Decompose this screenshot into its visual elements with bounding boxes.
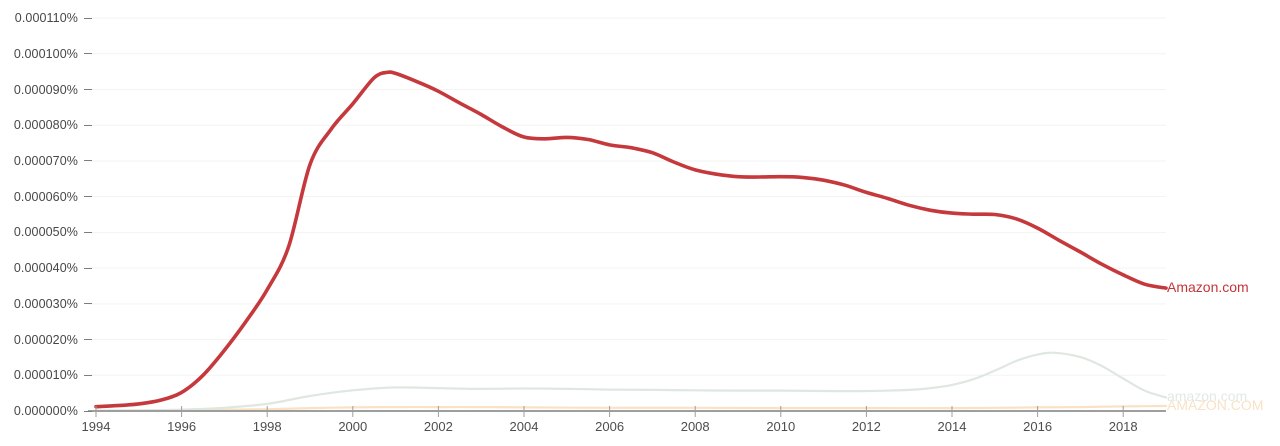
y-axis-label: 0.000020%: [0, 332, 92, 348]
x-axis-label: 2004: [509, 419, 539, 434]
x-axis-label: 2012: [851, 419, 881, 434]
y-axis-tick-dash: [84, 17, 92, 19]
y-axis-label-text: 0.000030%: [13, 296, 78, 311]
y-axis-tick-dash: [84, 160, 92, 162]
y-axis-tick-dash: [84, 53, 92, 55]
y-axis-label: 0.000060%: [0, 189, 92, 205]
series-label-amazon-capitalized[interactable]: Amazon.com: [1167, 279, 1249, 296]
y-axis-label: 0.000030%: [0, 296, 92, 312]
x-axis-label: 2002: [423, 419, 453, 434]
y-axis-label-text: 0.000110%: [14, 11, 78, 26]
y-axis-label-text: 0.000000%: [13, 404, 78, 418]
y-axis-label: 0.000040%: [0, 260, 92, 276]
y-axis-label: 0.000070%: [0, 153, 92, 169]
series-line-amazon-com[interactable]: [94, 404, 1168, 412]
y-axis-tick-dash: [84, 196, 92, 198]
y-axis-tick-dash: [84, 124, 92, 126]
y-axis-label-text: 0.000080%: [13, 118, 78, 133]
series-line-amazon-com[interactable]: [94, 70, 1168, 409]
y-axis-tick-dash: [84, 89, 92, 91]
y-axis-tick-dash: [84, 303, 92, 305]
x-axis-label: 2014: [937, 419, 967, 434]
y-axis-label: 0.000080%: [0, 117, 92, 133]
y-axis-label: 0.000000%: [0, 403, 92, 419]
x-axis-label: 2018: [1108, 419, 1138, 434]
y-axis-label-text: 0.000050%: [13, 225, 78, 240]
x-axis-label: 1994: [81, 419, 111, 434]
x-axis-label: 2008: [680, 419, 710, 434]
x-axis-label: 1996: [167, 419, 197, 434]
y-axis-label-text: 0.000040%: [13, 261, 78, 276]
series-label-amazon-uppercase[interactable]: AMAZON.COM: [1167, 396, 1264, 413]
x-axis-label: 2000: [338, 419, 368, 434]
y-axis-label-text: 0.000060%: [13, 189, 78, 204]
y-axis-tick-dash: [84, 339, 92, 341]
y-axis-tick-dash: [84, 410, 92, 412]
series-line-amazon-com[interactable]: [94, 351, 1168, 412]
y-axis-tick-dash: [84, 374, 92, 376]
y-axis-label: 0.000100%: [0, 46, 92, 62]
x-axis-label: 2010: [766, 419, 796, 434]
y-axis-label-text: 0.000100%: [13, 46, 78, 61]
y-axis-label: 0.000010%: [0, 367, 92, 383]
y-axis-label-text: 0.000090%: [13, 82, 78, 97]
x-axis-label: 1998: [252, 419, 282, 434]
y-axis-label: 0.000110%: [0, 10, 92, 26]
series-label-amazon-lowercase[interactable]: amazon.com: [1167, 388, 1248, 405]
y-axis-tick-dash: [84, 267, 92, 269]
y-axis-label-text: 0.000070%: [13, 153, 78, 168]
x-axis-label: 2016: [1023, 419, 1053, 434]
y-axis-label-text: 0.000010%: [13, 368, 78, 383]
y-axis-tick-dash: [84, 231, 92, 233]
y-axis-label: 0.000090%: [0, 82, 92, 98]
y-axis-label-text: 0.000020%: [13, 332, 78, 347]
x-axis-label: 2006: [595, 419, 625, 434]
y-axis-label: 0.000050%: [0, 224, 92, 240]
